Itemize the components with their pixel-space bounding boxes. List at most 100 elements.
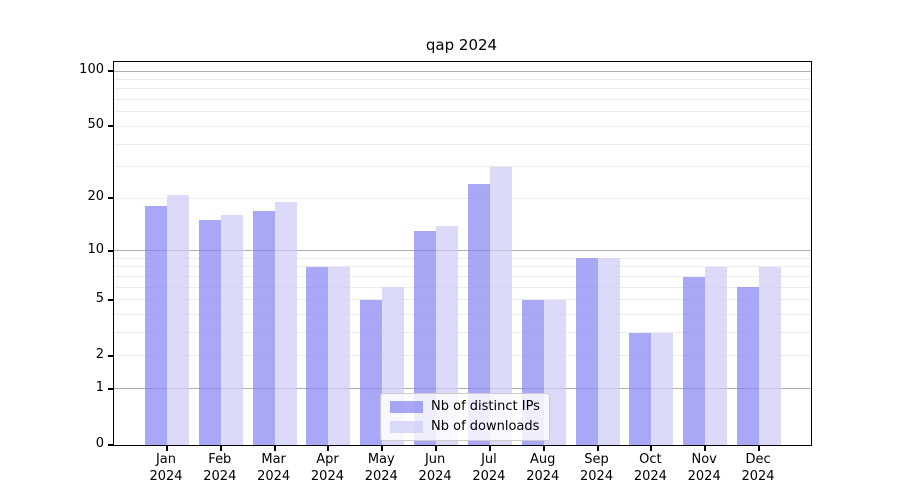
y-axis-tick-label: 20 [87, 189, 104, 205]
gridline-minor [114, 355, 811, 357]
legend-swatch-ips [390, 400, 423, 413]
gridline-minor [114, 143, 811, 145]
x-label-year: 2024 [203, 469, 237, 484]
gridline-minor [114, 166, 811, 168]
x-label-year: 2024 [526, 469, 560, 484]
bar-ips-oct [629, 332, 652, 445]
bar-downloads-jan [167, 194, 189, 445]
x-label-year: 2024 [472, 469, 506, 484]
bar-downloads-jun [436, 225, 459, 445]
x-label-year: 2024 [257, 469, 291, 484]
y-tick-mark [108, 354, 113, 357]
gridline-minor [114, 276, 811, 278]
x-tick-mark [758, 446, 761, 451]
legend: Nb of distinct IPs Nb of downloads [380, 393, 550, 441]
gridline-major [114, 250, 811, 252]
x-tick-mark [488, 446, 491, 451]
bar-ips-jun [414, 231, 437, 445]
gridline-minor [114, 257, 811, 259]
gridline-minor [114, 314, 811, 316]
bar-downloads-feb [220, 215, 243, 445]
x-tick-mark [596, 446, 599, 451]
x-label-year: 2024 [741, 469, 775, 484]
bar-ips-nov [683, 276, 706, 445]
y-axis-tick-label: 50 [87, 117, 104, 133]
chart-title: qap 2024 [425, 36, 498, 54]
gridline-minor [114, 332, 811, 334]
gridline-minor [114, 197, 811, 199]
x-label-month: Feb [208, 452, 232, 467]
x-axis-tick-label: Jul 2024 [461, 451, 517, 485]
x-axis-tick-label: Mar 2024 [246, 451, 302, 485]
gridline-minor [114, 99, 811, 101]
y-tick-mark [108, 444, 113, 446]
x-tick-mark [542, 446, 545, 451]
x-label-year: 2024 [364, 469, 398, 484]
x-label-month: May [367, 452, 395, 467]
x-label-month: Jun [424, 452, 446, 467]
gridline-minor [114, 79, 811, 81]
y-tick-mark [108, 70, 113, 73]
x-axis-tick-label: Aug 2024 [515, 451, 571, 485]
y-axis-tick-label: 2 [95, 346, 104, 362]
legend-item-ips: Nb of distinct IPs [390, 399, 540, 414]
y-axis-tick-label: 10 [87, 241, 104, 257]
y-tick-mark [108, 387, 113, 390]
x-label-year: 2024 [580, 469, 614, 484]
x-label-month: Dec [745, 452, 771, 467]
x-tick-mark [704, 446, 707, 451]
x-tick-mark [219, 446, 222, 451]
x-label-month: Nov [691, 452, 717, 467]
x-tick-mark [650, 446, 653, 451]
bar-downloads-nov [705, 266, 728, 445]
x-label-month: Jul [481, 452, 497, 467]
plot-area [108, 61, 812, 451]
y-tick-mark [108, 298, 113, 301]
legend-label-downloads: Nb of downloads [431, 419, 540, 434]
y-tick-mark [108, 249, 113, 252]
bar-ips-sep [575, 258, 598, 445]
gridline-minor [114, 111, 811, 113]
bar-ips-dec [737, 287, 760, 445]
bar-downloads-apr [328, 266, 351, 445]
x-axis-tick-label: Jun 2024 [407, 451, 463, 485]
bar-ips-jan [145, 206, 167, 445]
x-label-year: 2024 [633, 469, 667, 484]
x-label-month: Apr [316, 452, 339, 467]
y-axis-tick-label: 100 [79, 62, 104, 78]
gridline-minor [114, 299, 811, 301]
x-axis-tick-label: Apr 2024 [299, 451, 355, 485]
bar-ips-jul [467, 184, 490, 445]
x-tick-mark [381, 446, 384, 451]
bar-ips-feb [198, 220, 221, 445]
gridline-minor [114, 88, 811, 90]
bar-ips-may [360, 299, 383, 445]
x-label-month: Oct [639, 452, 662, 467]
legend-label-ips: Nb of distinct IPs [431, 399, 540, 414]
x-label-year: 2024 [418, 469, 452, 484]
x-label-year: 2024 [310, 469, 344, 484]
x-axis-tick-label: Feb 2024 [192, 451, 248, 485]
x-axis-tick-label: Sep 2024 [569, 451, 625, 485]
y-axis-tick-label: 1 [95, 379, 104, 395]
x-axis-tick-label: Nov 2024 [676, 451, 732, 485]
x-label-year: 2024 [687, 469, 721, 484]
bar-ips-apr [306, 266, 329, 445]
x-axis-tick-label: Jan 2024 [138, 451, 194, 485]
gridline-minor [114, 286, 811, 288]
bar-downloads-dec [759, 266, 782, 445]
x-axis-tick-label: May 2024 [353, 451, 409, 485]
bar-downloads-jul [489, 166, 512, 445]
bar-downloads-sep [597, 258, 620, 445]
x-axis-tick-label: Dec 2024 [730, 451, 786, 485]
legend-item-downloads: Nb of downloads [390, 419, 540, 434]
bar-downloads-mar [274, 202, 297, 445]
x-label-month: Jan [155, 452, 177, 467]
x-tick-mark [273, 446, 276, 451]
y-axis-tick-label: 0 [95, 436, 104, 451]
x-tick-mark [435, 446, 438, 451]
gridline-minor [114, 125, 811, 127]
y-axis-tick-label: 5 [95, 290, 104, 306]
x-label-month: Sep [584, 452, 609, 467]
